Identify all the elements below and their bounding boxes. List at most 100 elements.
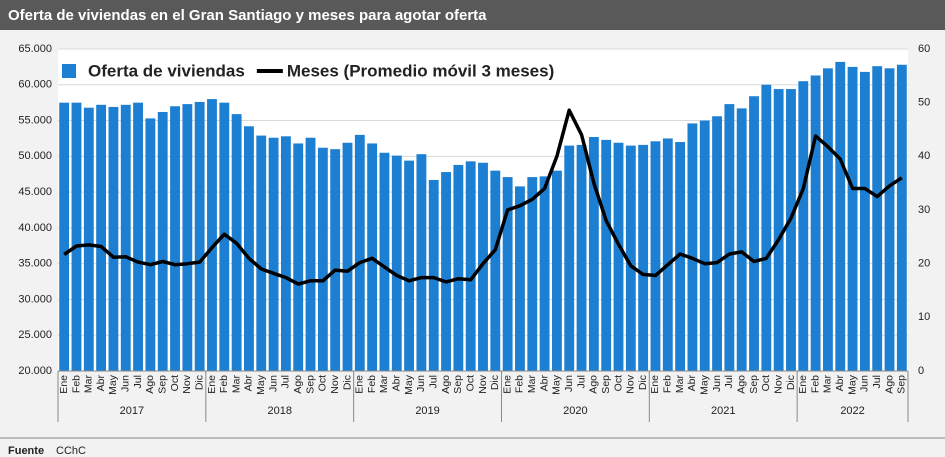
- y2-tick-label: 30: [918, 204, 930, 216]
- x-tick-label: May: [107, 374, 119, 395]
- bar: [71, 102, 82, 372]
- x-tick-label: Jun: [267, 375, 279, 392]
- bar: [736, 108, 747, 371]
- year-label: 2020: [563, 405, 587, 417]
- year-label: 2018: [267, 405, 291, 417]
- x-tick-label: Ene: [206, 375, 218, 394]
- y-tick-label: 35.000: [18, 258, 52, 270]
- bar: [133, 102, 143, 372]
- x-tick-label: Feb: [218, 375, 230, 393]
- x-tick-label: Oct: [612, 375, 624, 391]
- bar: [342, 142, 353, 371]
- bar: [625, 145, 636, 371]
- line: [63, 108, 903, 286]
- bar: [478, 162, 488, 371]
- bar: [724, 104, 735, 371]
- title-bar: [0, 0, 945, 30]
- x-tick-label: Mar: [230, 375, 242, 394]
- x-tick-label: Abr: [686, 375, 698, 392]
- bar: [884, 68, 895, 371]
- bar: [293, 143, 304, 371]
- bar: [59, 102, 70, 372]
- x-tick-label: Ago: [735, 375, 747, 394]
- x-tick-label: Feb: [662, 375, 674, 393]
- bar: [761, 84, 772, 372]
- bar: [83, 107, 94, 372]
- x-tick-label: Nov: [477, 374, 489, 393]
- x-tick-label: Ago: [883, 375, 895, 394]
- x-tick-label: Mar: [83, 375, 95, 394]
- bar: [182, 104, 193, 371]
- x-tick-label: Jun: [415, 375, 427, 392]
- x-tick-label: Abr: [391, 375, 403, 392]
- bar: [157, 111, 168, 372]
- bar: [687, 123, 698, 371]
- bar: [354, 134, 365, 371]
- x-tick-label: Oct: [760, 375, 772, 391]
- legend-label: Meses (Promedio móvil 3 meses): [287, 61, 554, 80]
- bar: [256, 135, 267, 371]
- x-tick-label: Jul: [723, 375, 735, 388]
- x-tick-label: Dic: [489, 375, 501, 390]
- bar: [145, 118, 156, 371]
- bar: [330, 149, 341, 371]
- year-label: 2017: [120, 405, 144, 417]
- x-tick-label: Abr: [95, 375, 107, 392]
- y2-tick-label: 50: [918, 97, 930, 109]
- x-tick-label: Ago: [292, 375, 304, 394]
- x-tick-label: Dic: [637, 375, 649, 390]
- y-tick-label: 60.000: [18, 79, 52, 91]
- x-tick-label: Ago: [144, 375, 156, 394]
- x-tick-label: May: [699, 374, 711, 395]
- bar: [539, 176, 550, 371]
- bar: [305, 137, 316, 371]
- bar: [194, 101, 205, 371]
- x-tick-label: Jun: [563, 375, 575, 392]
- y-tick-label: 65.000: [18, 43, 52, 55]
- x-tick-label: Ago: [588, 375, 600, 394]
- bar: [872, 66, 883, 371]
- x-tick-label: Abr: [538, 375, 550, 392]
- x-tick-label: Ene: [649, 375, 661, 394]
- x-tick-label: Feb: [70, 375, 82, 393]
- legend-label: Oferta de viviendas: [88, 61, 245, 80]
- bar: [699, 120, 710, 371]
- x-tick-label: Jun: [120, 375, 132, 392]
- y-tick-label: 50.000: [18, 150, 52, 162]
- x-tick-label: Ago: [440, 375, 452, 394]
- y-tick-label: 40.000: [18, 222, 52, 234]
- x-tick-label: Sep: [748, 375, 760, 394]
- x-tick-label: May: [551, 374, 563, 395]
- bar: [219, 102, 230, 372]
- bar: [96, 104, 107, 372]
- x-tick-label: Feb: [366, 375, 378, 393]
- x-tick-label: Oct: [169, 375, 181, 391]
- x-tick-label: May: [403, 374, 415, 395]
- x-tick-label: Jul: [132, 375, 144, 388]
- bar: [244, 126, 254, 371]
- bar: [551, 170, 562, 371]
- bar: [207, 99, 217, 371]
- bar: [515, 186, 525, 371]
- y-tick-label: 20.000: [18, 365, 52, 377]
- bar: [391, 155, 402, 371]
- bar: [675, 142, 686, 371]
- bar: [601, 139, 612, 371]
- x-tick-label: Jul: [280, 375, 292, 388]
- bar: [749, 96, 759, 371]
- bar: [379, 152, 390, 371]
- x-tick-label: Abr: [834, 375, 846, 392]
- bar: [613, 142, 624, 371]
- bar: [120, 104, 131, 372]
- y-tick-label: 55.000: [18, 114, 52, 126]
- bar: [798, 81, 809, 371]
- x-tick-label: Nov: [181, 374, 193, 393]
- bar: [823, 68, 833, 371]
- x-tick-label: Dic: [341, 375, 353, 390]
- bar: [835, 61, 846, 371]
- x-tick-label: Abr: [243, 375, 255, 392]
- bar: [465, 161, 476, 371]
- x-tick-label: Sep: [452, 375, 464, 394]
- x-tick-label: Jul: [575, 375, 587, 388]
- x-tick-label: Sep: [156, 375, 168, 394]
